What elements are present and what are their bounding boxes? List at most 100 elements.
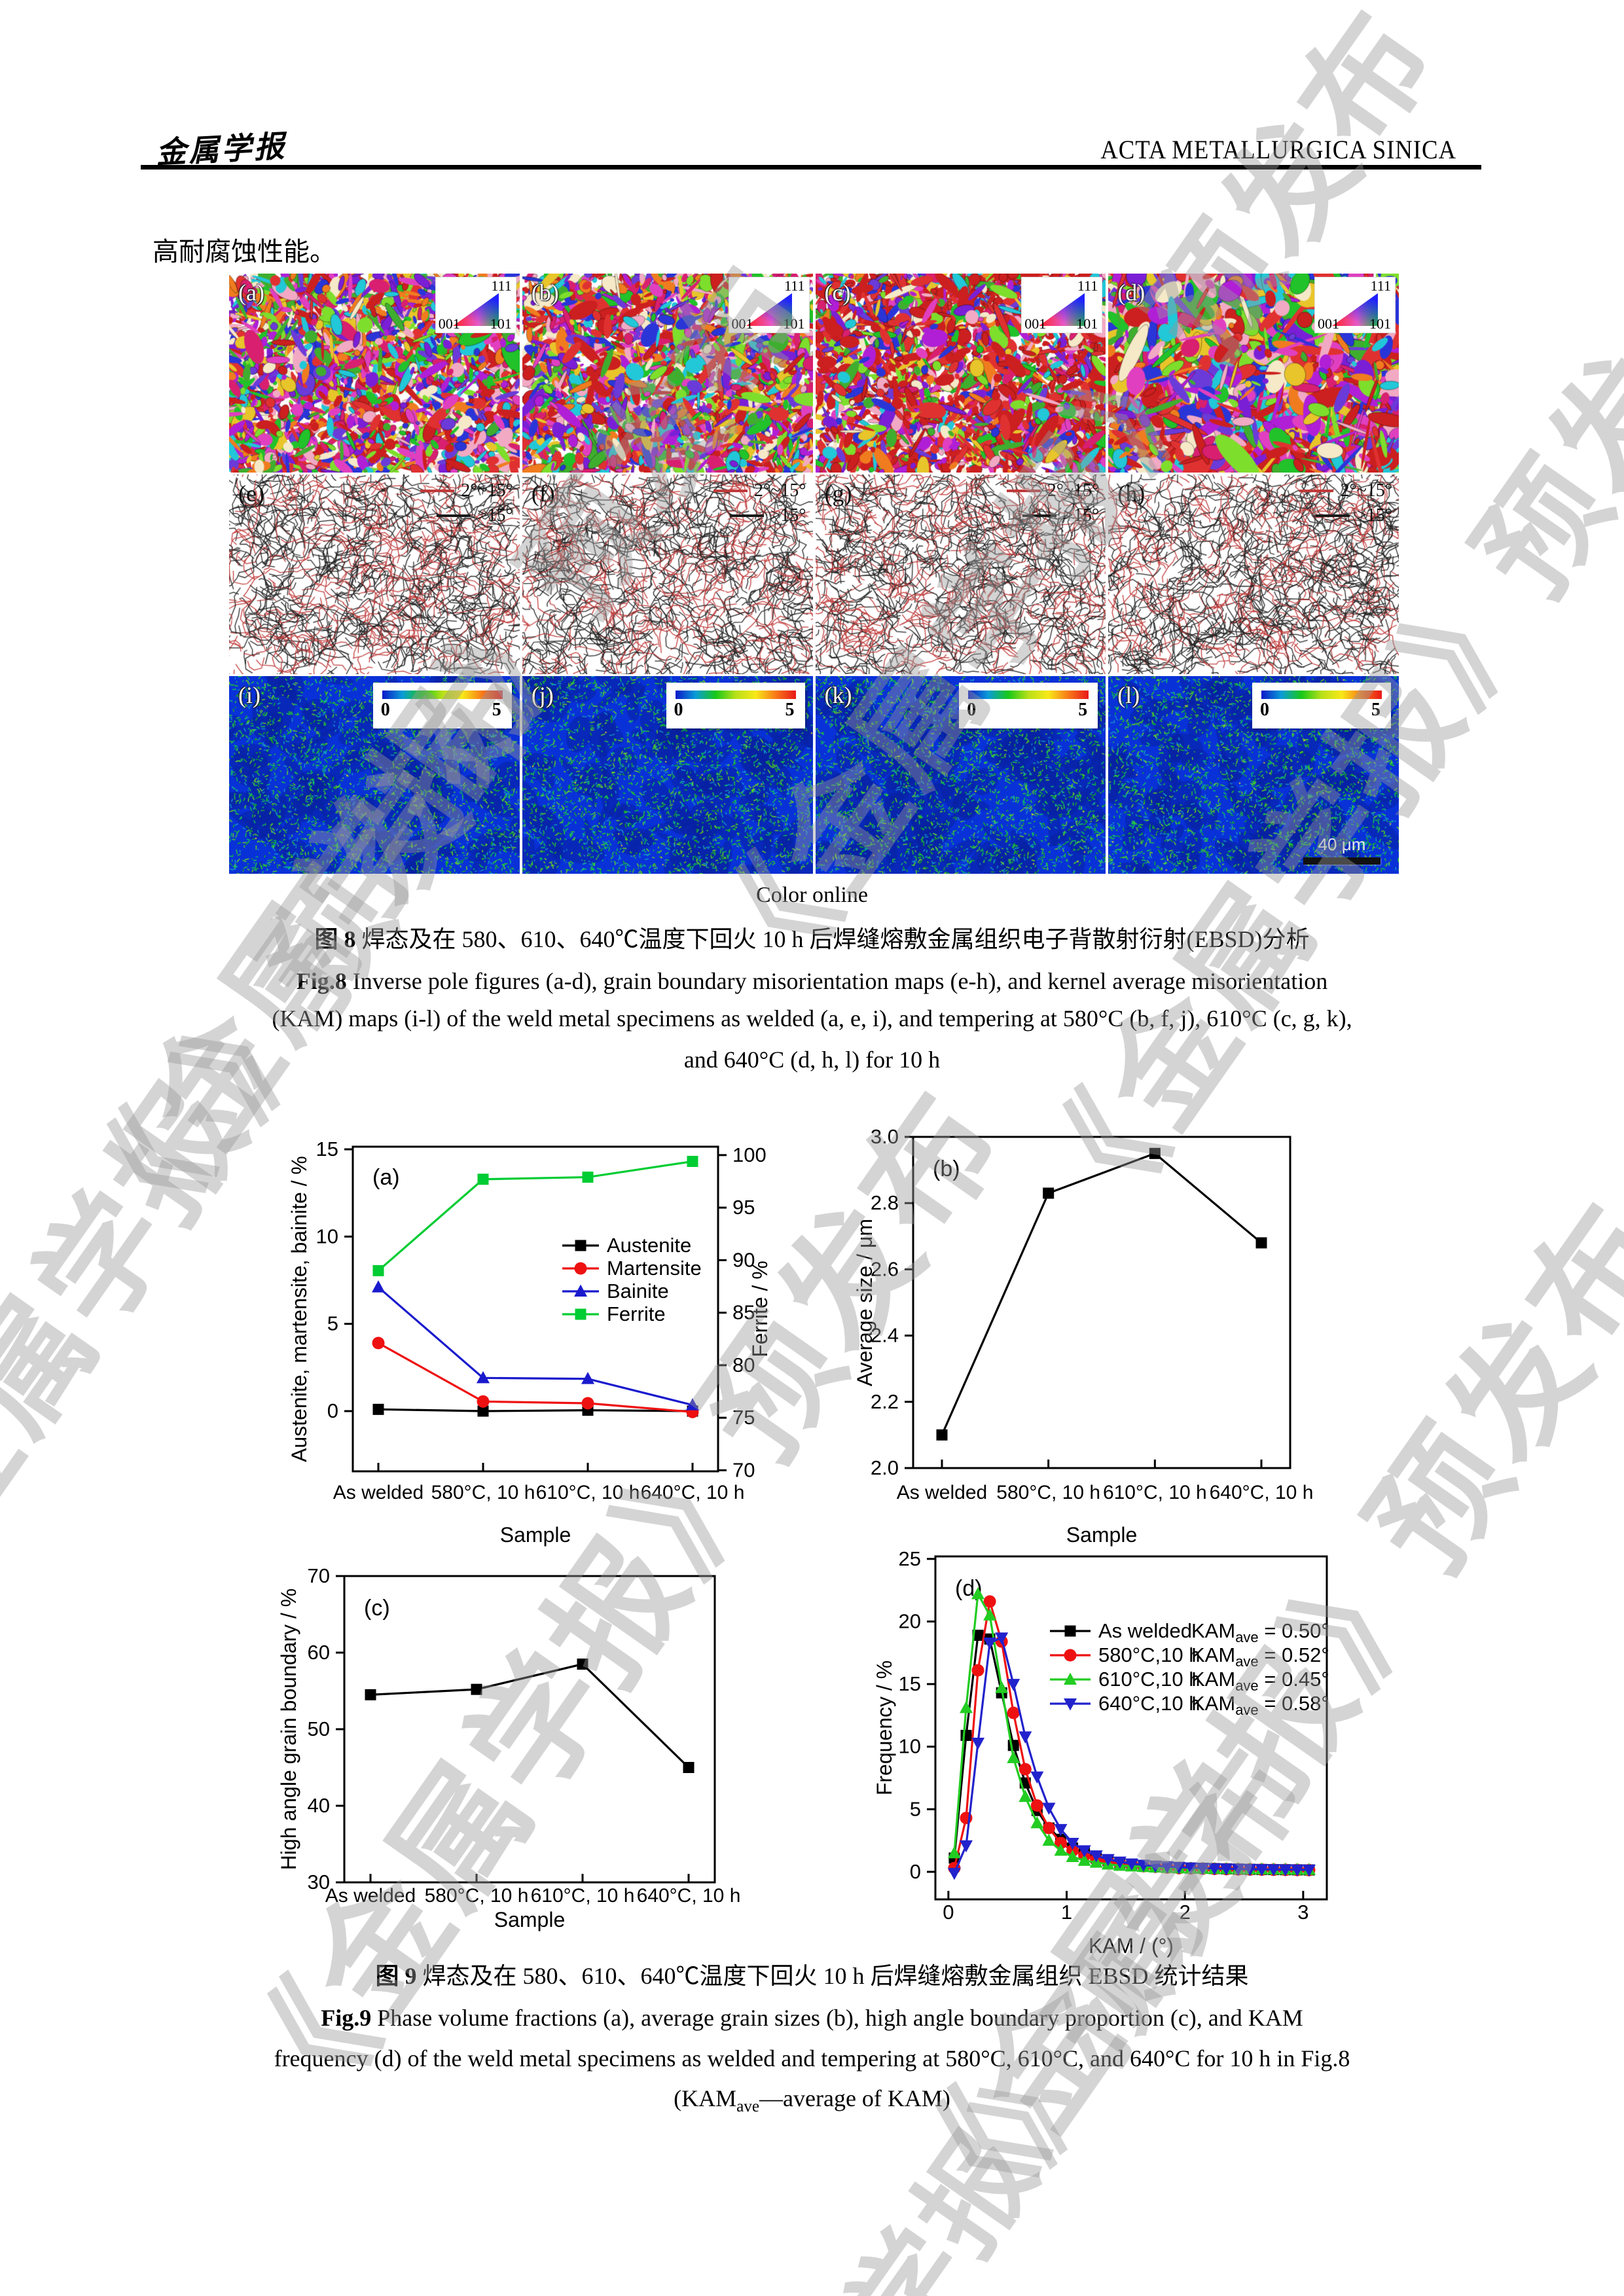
svg-text:5: 5 — [910, 1797, 921, 1820]
ipf-111-label: 111 — [1370, 278, 1391, 294]
chart-b: 2.0 2.2 2.4 2.6 2.8 3.0 As welded 580°C, 10 h 61… — [853, 1125, 1313, 1547]
panel-label: (c) — [824, 279, 851, 306]
svg-text:15: 15 — [316, 1138, 338, 1160]
svg-text:30: 30 — [308, 1871, 330, 1893]
ipf-triangle — [1332, 293, 1378, 326]
low-angle-line-swatch — [713, 490, 748, 492]
svg-text:As welded: As welded — [333, 1482, 424, 1503]
high-angle-line-swatch — [729, 514, 764, 517]
high-angle-line-swatch — [1316, 514, 1350, 517]
panel-label: (d) — [1117, 279, 1146, 306]
gb-map-canvas — [1108, 475, 1399, 674]
figure8-image-grid: (a) 111 001 101 (b) 111 001 101 (c) 111 001 101 (d) 1… — [229, 274, 1399, 874]
panel-label: (g) — [824, 480, 852, 507]
figure8-panel-b: (b) 111 001 101 — [522, 274, 813, 473]
figure8-panel-e: (e) 2°~15° >15° — [229, 475, 520, 674]
svg-text:Sample: Sample — [500, 1523, 571, 1547]
scale-bar: 40 μm — [1303, 834, 1380, 865]
high-angle-label: >15° — [770, 505, 806, 526]
low-angle-line-swatch — [1006, 490, 1041, 492]
gb-map-canvas — [229, 475, 520, 674]
ipf-color-triangle-legend: 111 001 101 — [1314, 277, 1396, 333]
low-angle-label: 2°~15° — [1047, 480, 1100, 501]
svg-text:1: 1 — [1061, 1901, 1072, 1924]
svg-text:0: 0 — [327, 1399, 338, 1422]
grain-boundary-legend: 2°~15° >15° — [1006, 478, 1100, 528]
svg-text:5: 5 — [327, 1312, 338, 1335]
low-angle-line-swatch — [420, 490, 455, 492]
panel-label: (h) — [1117, 480, 1146, 507]
svg-text:0: 0 — [943, 1901, 954, 1924]
figure9-caption-en-line1: Fig.9 Phase volume fractions (a), averag… — [321, 2005, 1303, 2031]
low-angle-legend-row: 2°~15° — [1299, 478, 1392, 503]
svg-text:2: 2 — [1180, 1901, 1191, 1924]
high-angle-label: >15° — [477, 505, 513, 526]
figure8-panel-h: (h) 2°~15° >15° — [1108, 475, 1399, 674]
kam-max-label: 5 — [785, 700, 795, 720]
ipf-001-label: 001 — [1024, 315, 1047, 332]
grain-boundary-legend: 2°~15° >15° — [713, 478, 806, 528]
chart-c: 30 40 50 60 70 As welded 580°C, 10 h 610°C, 10 … — [277, 1564, 740, 1931]
high-angle-legend-row: >15° — [420, 503, 513, 528]
kam-min-label: 0 — [380, 700, 390, 720]
svg-text:2.4: 2.4 — [871, 1324, 899, 1347]
kam-min-label: 0 — [674, 700, 683, 720]
figure8-panel-g: (g) 2°~15° >15° — [815, 475, 1106, 674]
svg-text:70: 70 — [308, 1564, 330, 1587]
ipf-001-label: 001 — [731, 315, 753, 332]
ipf-111-label: 111 — [491, 278, 512, 294]
figure8-panel-a: (a) 111 001 101 — [229, 274, 520, 473]
high-angle-legend-row: >15° — [713, 503, 806, 528]
low-angle-legend-row: 2°~15° — [420, 478, 513, 503]
ipf-101-label: 101 — [783, 315, 805, 332]
journal-title: ACTA METALLURGICA SINICA — [1100, 135, 1456, 164]
svg-text:Bainite: Bainite — [607, 1280, 669, 1302]
kam-max-label: 5 — [492, 700, 501, 720]
figure8-caption-en-line2: (KAM) maps (i-l) of the weld metal speci… — [272, 1005, 1352, 1031]
ipf-101-label: 101 — [490, 315, 512, 332]
ipf-001-label: 001 — [1318, 315, 1339, 332]
panel-label: (e) — [238, 480, 264, 507]
svg-text:Austenite, martensite, bainite: Austenite, martensite, bainite / % — [287, 1156, 311, 1462]
figure9-caption-cn-label: 图 9 — [375, 1963, 417, 1989]
figure8-panel-k: (k) 0 5 — [815, 676, 1106, 874]
kam-gradient-bar — [968, 691, 1089, 699]
svg-text:40: 40 — [308, 1794, 330, 1817]
figure8-caption-cn-label: 图 8 — [314, 926, 356, 952]
svg-text:Ferrite / %: Ferrite / % — [748, 1261, 772, 1357]
ipf-101-label: 101 — [1076, 315, 1098, 332]
svg-text:KAMave = 0.50°: KAMave = 0.50° — [1191, 1619, 1329, 1645]
grain-boundary-legend: 2°~15° >15° — [420, 478, 513, 528]
gb-map-canvas — [815, 475, 1106, 674]
svg-text:580°C,10 h: 580°C,10 h — [1098, 1643, 1200, 1666]
svg-text:580°C, 10 h: 580°C, 10 h — [431, 1482, 535, 1503]
figure8-caption-cn-text: 焊态及在 580、610、640℃温度下回火 10 h 后焊缝熔敷金属组织电子背… — [355, 926, 1310, 952]
svg-text:As welded: As welded — [1098, 1619, 1192, 1642]
panel-label: (j) — [531, 682, 554, 708]
kam-min-label: 0 — [1260, 700, 1269, 720]
svg-text:610°C, 10 h: 610°C, 10 h — [536, 1482, 640, 1503]
svg-text:610°C,10 h: 610°C,10 h — [1098, 1668, 1200, 1691]
svg-text:Ferrite: Ferrite — [607, 1302, 666, 1325]
high-angle-legend-row: >15° — [1299, 503, 1392, 528]
svg-text:2.0: 2.0 — [871, 1456, 899, 1479]
low-angle-label: 2°~15° — [1340, 480, 1392, 501]
svg-text:KAMave = 0.45°: KAMave = 0.45° — [1191, 1668, 1329, 1694]
svg-text:100: 100 — [732, 1143, 767, 1166]
low-angle-line-swatch — [1299, 490, 1334, 492]
svg-text:KAMave = 0.52°: KAMave = 0.52° — [1191, 1643, 1329, 1670]
intro-text: 高耐腐蚀性能。 — [153, 237, 336, 266]
scale-bar-label: 40 μm — [1318, 834, 1366, 854]
svg-text:3.0: 3.0 — [871, 1125, 899, 1148]
svg-text:2.8: 2.8 — [871, 1191, 899, 1214]
svg-text:640°C, 10 h: 640°C, 10 h — [637, 1885, 741, 1907]
svg-text:0: 0 — [910, 1860, 921, 1883]
figure8-caption-cn: 图 8 焊态及在 580、610、640℃温度下回火 10 h 后焊缝熔敷金属组… — [0, 920, 1624, 954]
ipf-001-label: 001 — [438, 315, 460, 332]
kam-min-label: 0 — [967, 700, 977, 720]
svg-text:580°C, 10 h: 580°C, 10 h — [996, 1482, 1100, 1503]
